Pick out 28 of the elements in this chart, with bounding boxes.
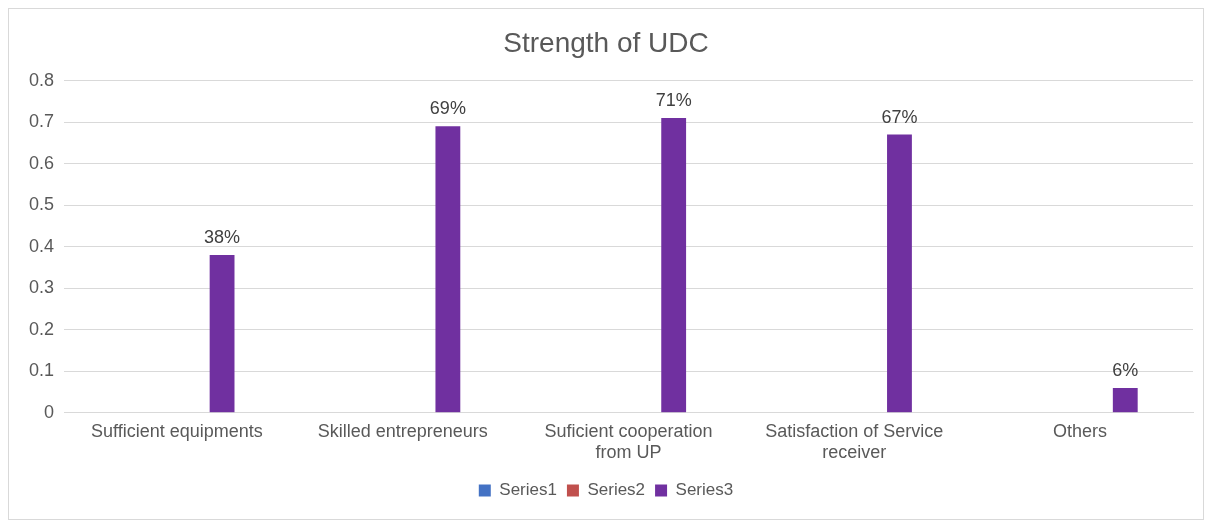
bar xyxy=(887,134,912,413)
y-tick-label: 0.1 xyxy=(28,360,55,381)
y-tick-label: 0.5 xyxy=(28,194,55,215)
x-tick-label: Skilled entrepreneurs xyxy=(317,420,488,441)
bar xyxy=(209,255,235,413)
data-label: 38% xyxy=(204,226,241,247)
x-tick-label: Suficient cooperation from UP xyxy=(544,420,713,463)
y-tick-label: 0.8 xyxy=(28,69,55,90)
legend-label: Series2 xyxy=(587,480,646,500)
data-label: 69% xyxy=(429,98,466,119)
data-label: 6% xyxy=(1112,359,1139,380)
bar xyxy=(661,117,687,413)
y-tick-label: 0.4 xyxy=(28,235,55,256)
x-tick-label: Satisfaction of Service receiver xyxy=(765,420,944,463)
x-tick-label: Sufficient equipments xyxy=(91,420,263,441)
legend-label: Series1 xyxy=(499,480,557,500)
data-label: 71% xyxy=(655,89,692,110)
y-tick-label: 0.2 xyxy=(28,318,55,339)
y-tick-label: 0.6 xyxy=(28,152,55,173)
bar xyxy=(435,126,461,413)
y-tick-label: 0.3 xyxy=(28,277,55,298)
legend-label: Series3 xyxy=(675,480,734,500)
y-tick-label: 0.7 xyxy=(28,111,55,132)
bar xyxy=(1112,387,1138,413)
chart-title: Strength of UDC xyxy=(503,26,709,58)
data-label: 67% xyxy=(881,106,918,127)
y-tick-label: 0 xyxy=(44,401,55,422)
x-tick-label: Others xyxy=(1053,420,1108,441)
